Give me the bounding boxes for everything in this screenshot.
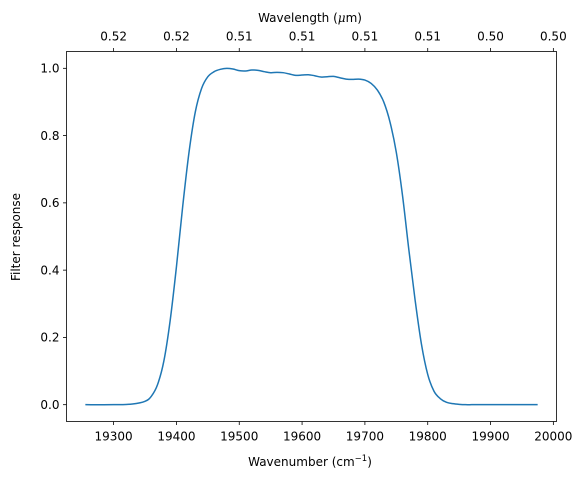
x-tick-label: 19900 — [471, 430, 509, 444]
x-tick-label: 19300 — [95, 430, 133, 444]
top-tick-label: 0.51 — [352, 30, 379, 44]
top-tick-label: 0.51 — [289, 30, 316, 44]
top-tick-label: 0.50 — [540, 30, 567, 44]
top-tick-label: 0.52 — [163, 30, 190, 44]
y-tick-label: 0.4 — [40, 263, 59, 277]
y-tick-label: 0.2 — [40, 331, 59, 345]
y-tick-label: 1.0 — [40, 62, 59, 76]
x-axis-label: Wavenumber (cm−1) — [248, 454, 372, 469]
top-tick-label: 0.51 — [414, 30, 441, 44]
x-tick-label: 20000 — [534, 430, 572, 444]
top-axis-ticks: 0.52 0.52 0.51 0.51 0.51 0.51 0.50 0.50 — [100, 30, 567, 52]
y-tick-label: 0.6 — [40, 196, 59, 210]
top-tick-label: 0.52 — [100, 30, 127, 44]
y-tick-label: 0.8 — [40, 129, 59, 143]
bottom-axis-ticks: 19300 19400 19500 19600 19700 19800 19900 20000 — [95, 421, 572, 444]
y-axis-label: Filter response — [9, 193, 23, 281]
top-tick-label: 0.50 — [477, 30, 504, 44]
top-axis-label: Wavelength (μm) — [258, 11, 362, 25]
x-tick-label: 19800 — [409, 430, 447, 444]
filter-response-line — [85, 67, 538, 406]
left-axis-ticks: 0.0 0.2 0.4 0.6 0.8 1.0 — [40, 62, 67, 412]
x-tick-label: 19700 — [346, 430, 384, 444]
y-tick-label: 0.0 — [40, 398, 59, 412]
top-tick-label: 0.51 — [226, 30, 253, 44]
x-tick-label: 19500 — [220, 430, 258, 444]
plot-frame — [66, 51, 557, 422]
x-tick-label: 19600 — [283, 430, 321, 444]
x-tick-label: 19400 — [157, 430, 195, 444]
plot-area — [66, 51, 557, 422]
